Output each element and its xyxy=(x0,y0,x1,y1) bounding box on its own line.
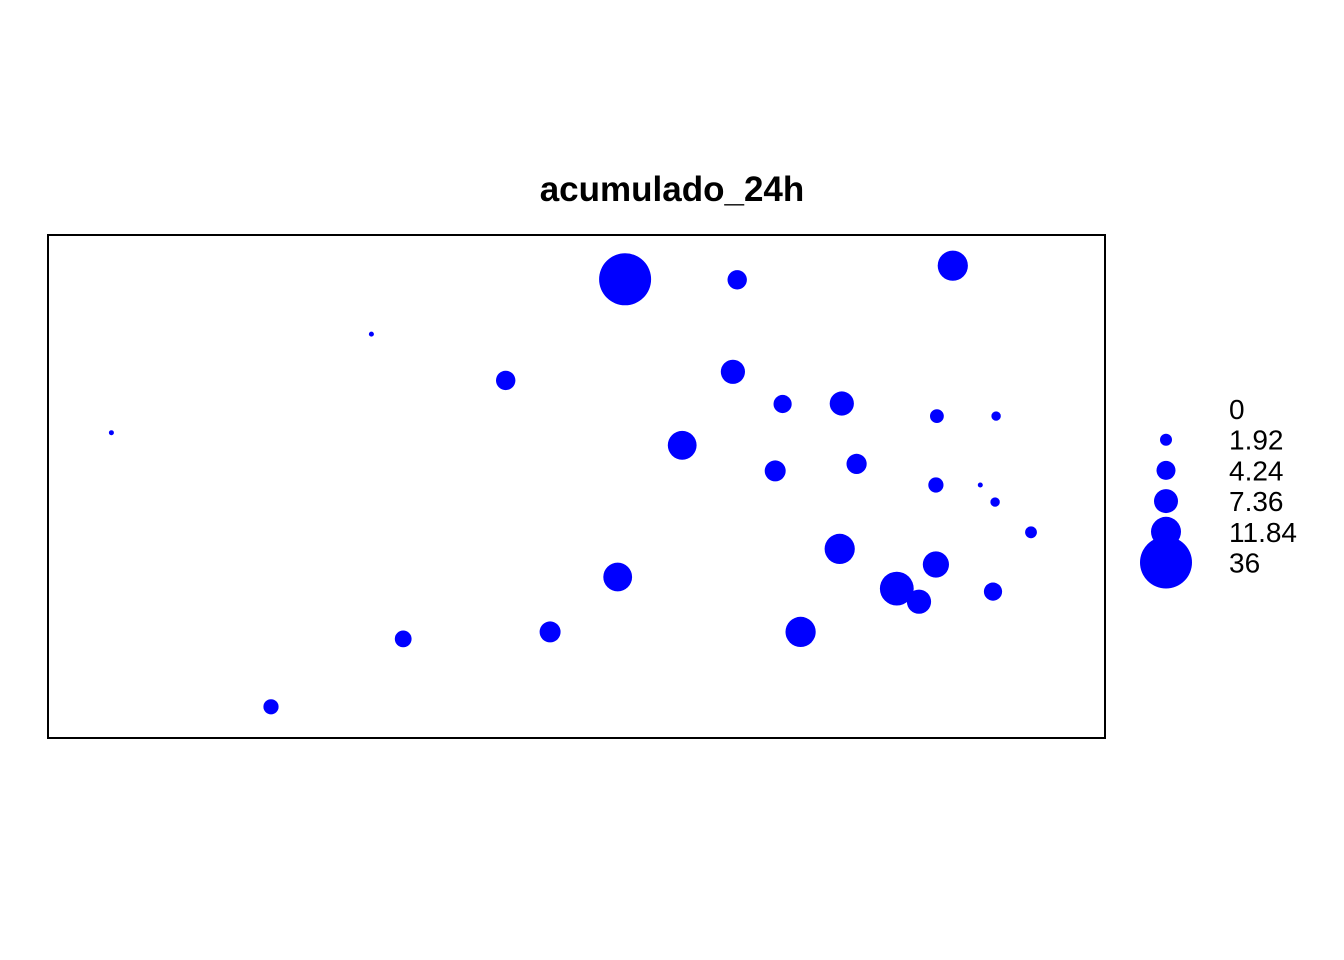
data-point-3 xyxy=(368,331,374,337)
data-point-1 xyxy=(108,430,114,436)
plot-frame xyxy=(47,234,1106,739)
data-point-16 xyxy=(829,391,854,416)
data-point-14 xyxy=(785,616,816,648)
data-point-21 xyxy=(928,477,944,493)
legend-label-2: 1.92 xyxy=(1229,425,1284,456)
legend-label-3: 4.24 xyxy=(1229,455,1284,486)
data-point-11 xyxy=(727,270,747,290)
data-point-13 xyxy=(773,394,792,414)
legend-symbol-3 xyxy=(1156,460,1176,480)
data-point-10 xyxy=(720,359,746,384)
data-point-2 xyxy=(263,699,279,715)
data-point-27 xyxy=(991,411,1001,421)
legend-symbol-2 xyxy=(1160,433,1172,446)
legend-symbol-6 xyxy=(1140,536,1192,589)
data-point-26 xyxy=(990,497,1000,507)
data-point-17 xyxy=(846,453,867,474)
data-point-18 xyxy=(879,571,914,606)
data-point-23 xyxy=(937,250,968,281)
data-point-12 xyxy=(764,460,786,482)
points-layer xyxy=(108,250,1037,715)
data-point-25 xyxy=(983,582,1003,601)
data-point-7 xyxy=(603,562,633,592)
data-point-22 xyxy=(930,409,944,423)
data-point-20 xyxy=(922,551,950,578)
data-point-19 xyxy=(906,589,932,614)
data-point-24 xyxy=(977,482,983,488)
legend-label-5: 11.84 xyxy=(1229,517,1297,548)
data-point-5 xyxy=(496,370,516,391)
data-point-15 xyxy=(824,533,855,565)
data-point-9 xyxy=(667,430,697,460)
data-point-8 xyxy=(599,253,652,306)
data-point-4 xyxy=(394,630,412,648)
data-point-6 xyxy=(539,621,561,643)
legend-label-1: 0 xyxy=(1229,394,1245,425)
legend-label-4: 7.36 xyxy=(1229,486,1284,517)
legend-symbol-4 xyxy=(1154,489,1178,514)
chart-title: acumulado_24h xyxy=(540,170,805,209)
data-point-28 xyxy=(1025,526,1037,539)
legend-label-6: 36 xyxy=(1229,548,1260,579)
